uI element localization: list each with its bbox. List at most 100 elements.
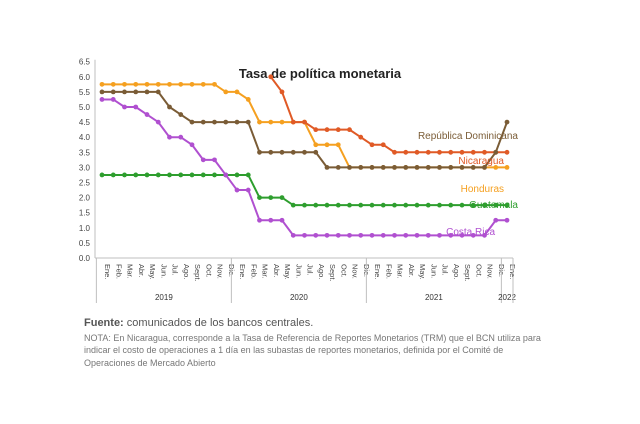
- data-point: [133, 89, 139, 95]
- data-point: [470, 232, 476, 238]
- x-axis-year-labels: 2019 2020 2021 2022: [95, 258, 516, 303]
- data-point: [257, 149, 262, 155]
- series-label: Nicaragua: [458, 156, 504, 167]
- data-point: [425, 202, 431, 208]
- x-tick-label: Ago.: [452, 264, 461, 279]
- data-point: [122, 104, 127, 110]
- data-point: [504, 217, 510, 223]
- x-tick-label: Ago.: [317, 264, 326, 279]
- year-label: 2019: [155, 293, 173, 302]
- data-point: [212, 81, 217, 87]
- data-point: [313, 202, 319, 208]
- data-point: [313, 142, 319, 148]
- data-point: [110, 97, 116, 102]
- data-point: [189, 81, 195, 87]
- y-tick-label: 0.0: [79, 254, 91, 263]
- data-point: [448, 232, 454, 238]
- y-tick-label: 5.0: [79, 103, 91, 112]
- data-point: [133, 104, 139, 110]
- chart-title: Tasa de política monetaria: [238, 66, 402, 81]
- series-rep-blica-dominicana: [99, 89, 510, 170]
- data-point: [504, 149, 510, 155]
- data-point: [470, 165, 476, 170]
- data-point: [279, 195, 285, 201]
- data-point: [425, 232, 431, 238]
- data-point: [99, 81, 105, 87]
- data-point: [279, 149, 285, 155]
- y-tick-label: 2.5: [79, 179, 91, 188]
- data-point: [470, 202, 476, 208]
- data-point: [347, 202, 352, 208]
- series-line: [102, 173, 507, 207]
- data-point: [144, 172, 150, 178]
- y-axis-tick-labels: 0.0 0.5 1.0 1.5 2.0 2.5 3.0 3.5 4.0 4.5 5.0 5.5 6.0 6…: [79, 58, 91, 263]
- data-point: [223, 119, 229, 125]
- series-label: Costa Rica: [446, 227, 495, 238]
- data-point: [212, 157, 217, 163]
- data-point: [414, 232, 420, 238]
- data-point: [347, 232, 352, 238]
- source-line: Fuente: comunicados de los bancos centra…: [84, 317, 313, 329]
- data-point: [437, 149, 442, 155]
- data-point: [200, 157, 206, 163]
- x-tick-label: Abr.: [272, 264, 281, 277]
- data-point: [504, 119, 510, 125]
- data-point: [122, 89, 127, 95]
- data-point: [99, 172, 105, 178]
- x-tick-label: Jul.: [306, 264, 315, 276]
- x-tick-label: Jun.: [429, 264, 438, 278]
- x-tick-label: Feb.: [384, 264, 393, 279]
- x-tick-label: Sept.: [193, 264, 202, 282]
- data-point: [482, 165, 487, 170]
- data-point: [493, 202, 499, 208]
- data-point: [482, 232, 487, 238]
- y-tick-label: 4.0: [79, 133, 91, 142]
- data-point: [234, 119, 240, 125]
- data-point: [290, 232, 296, 238]
- x-tick-label: Jul.: [171, 264, 180, 276]
- data-point: [425, 165, 431, 170]
- data-point: [189, 119, 195, 125]
- data-point: [403, 202, 409, 208]
- y-tick-label: 6.5: [79, 58, 91, 67]
- year-label: 2022: [498, 293, 516, 302]
- data-point: [313, 127, 319, 133]
- data-point: [459, 149, 465, 155]
- source-text: comunicados de los bancos centrales.: [123, 317, 314, 329]
- data-point: [245, 97, 251, 102]
- data-point: [392, 149, 397, 155]
- data-point: [245, 119, 251, 125]
- x-tick-label: Oct.: [204, 264, 213, 278]
- series-costa-rica: [99, 97, 510, 238]
- data-point: [380, 232, 386, 238]
- series-line: [269, 76, 507, 154]
- x-tick-label: Jun.: [159, 264, 168, 278]
- y-tick-label: 2.0: [79, 194, 91, 203]
- series-label: República Dominicana: [418, 131, 518, 142]
- data-point: [178, 172, 184, 178]
- data-point: [257, 195, 262, 201]
- data-point: [144, 112, 150, 117]
- data-point: [459, 165, 465, 170]
- data-point: [414, 165, 420, 170]
- data-point: [313, 149, 319, 155]
- data-point: [380, 202, 386, 208]
- data-point: [335, 127, 341, 133]
- data-point: [369, 142, 375, 148]
- data-point: [122, 172, 127, 178]
- y-tick-label: 3.0: [79, 163, 91, 172]
- data-point: [482, 202, 487, 208]
- x-tick-label: Nov.: [216, 264, 225, 279]
- x-tick-label: Oct.: [474, 264, 483, 278]
- data-point: [448, 165, 454, 170]
- data-point: [302, 119, 307, 125]
- data-point: [324, 232, 330, 238]
- x-tick-label: Nov.: [486, 264, 495, 279]
- data-point: [155, 172, 161, 178]
- data-point: [369, 165, 375, 170]
- x-tick-label: Ene.: [373, 264, 382, 279]
- series-guatemala: [99, 172, 510, 208]
- data-point: [414, 202, 420, 208]
- x-tick-label: Mar.: [261, 264, 270, 279]
- data-point: [313, 232, 319, 238]
